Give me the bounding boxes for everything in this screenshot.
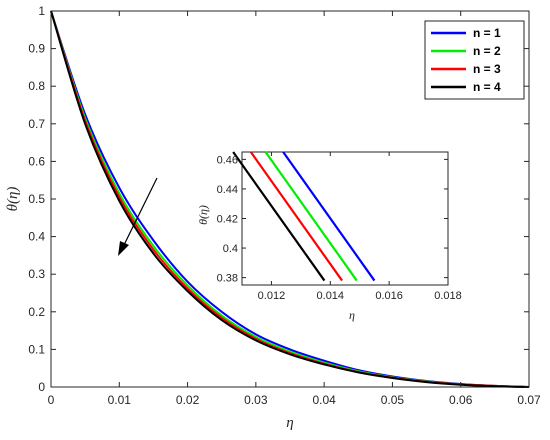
- main-series-group: [50, 10, 530, 388]
- main-x-tick-label: 0.05: [381, 393, 405, 407]
- legend-label-3: n = 3: [473, 62, 501, 76]
- main-x-tick-label: 0.03: [244, 393, 268, 407]
- inset-series-line-2: [264, 151, 358, 282]
- inset-y-tick-label: 0.46: [217, 154, 238, 166]
- main-x-tick-label: 0.02: [176, 393, 200, 407]
- legend-label-2: n = 2: [473, 44, 501, 58]
- main-y-tick-label: 0.8: [28, 79, 45, 93]
- main-x-tick-label: 0.04: [312, 393, 336, 407]
- main-y-tick-label: 0.5: [28, 192, 45, 206]
- inset-y-ticks: 0.38 0.4 0.42 0.44 0.46: [217, 154, 448, 285]
- main-x-tick-label: 0: [48, 393, 55, 407]
- inset-series-group: [232, 151, 376, 282]
- inset-series-line-3: [249, 151, 343, 282]
- inset-y-tick-label: 0.4: [223, 243, 238, 255]
- inset-y-tick-label: 0.38: [217, 273, 238, 285]
- inset-x-tick-label: 0.018: [434, 290, 462, 302]
- inset-x-tick-label: 0.012: [258, 290, 286, 302]
- main-y-tick-label: 1: [38, 4, 45, 18]
- main-series-line-4: [50, 10, 530, 388]
- legend-label-1: n = 1: [473, 26, 501, 40]
- main-y-tick-label: 0.9: [28, 42, 45, 56]
- inset-y-tick-label: 0.44: [217, 184, 238, 196]
- main-x-ticks: 0 0.01 0.02 0.03 0.04 0.05 0.06 0.07: [48, 11, 541, 407]
- main-x-tick-label: 0.06: [449, 393, 473, 407]
- legend: n = 1 n = 2 n = 3 n = 4: [424, 20, 525, 100]
- main-y-tick-label: 0.3: [28, 267, 45, 281]
- inset-chart: 0.012 0.014 0.016 0.018 0.38 0.4 0.42 0.44 0.46…: [196, 151, 462, 322]
- inset-series-line-1: [282, 151, 376, 282]
- main-x-tick-label: 0.01: [108, 393, 132, 407]
- legend-label-4: n = 4: [473, 80, 501, 94]
- inset-x-tick-label: 0.014: [317, 290, 345, 302]
- inset-y-axis-label: θ(η): [196, 205, 210, 225]
- inset-series-line-4: [232, 151, 326, 282]
- main-y-tick-label: 0: [38, 380, 45, 394]
- inset-x-tick-label: 0.016: [375, 290, 403, 302]
- trend-arrow: [118, 177, 158, 256]
- inset-y-tick-label: 0.42: [217, 214, 238, 226]
- main-y-tick-label: 0.4: [28, 230, 45, 244]
- inset-x-ticks: 0.012 0.014 0.016 0.018: [258, 152, 462, 302]
- inset-x-axis-label: η: [349, 308, 355, 322]
- main-y-tick-label: 0.7: [28, 117, 45, 131]
- main-x-axis-label: η: [286, 415, 293, 431]
- main-x-tick-label: 0.07: [517, 393, 541, 407]
- main-y-tick-label: 0.2: [28, 305, 45, 319]
- main-y-ticks: 0 0.1 0.2 0.3 0.4 0.5 0.6 0.7 0.8 0.9 1: [28, 4, 529, 394]
- main-y-tick-label: 0.6: [28, 154, 45, 168]
- main-y-tick-label: 0.1: [28, 342, 45, 356]
- main-y-axis-label: θ(η): [5, 187, 21, 212]
